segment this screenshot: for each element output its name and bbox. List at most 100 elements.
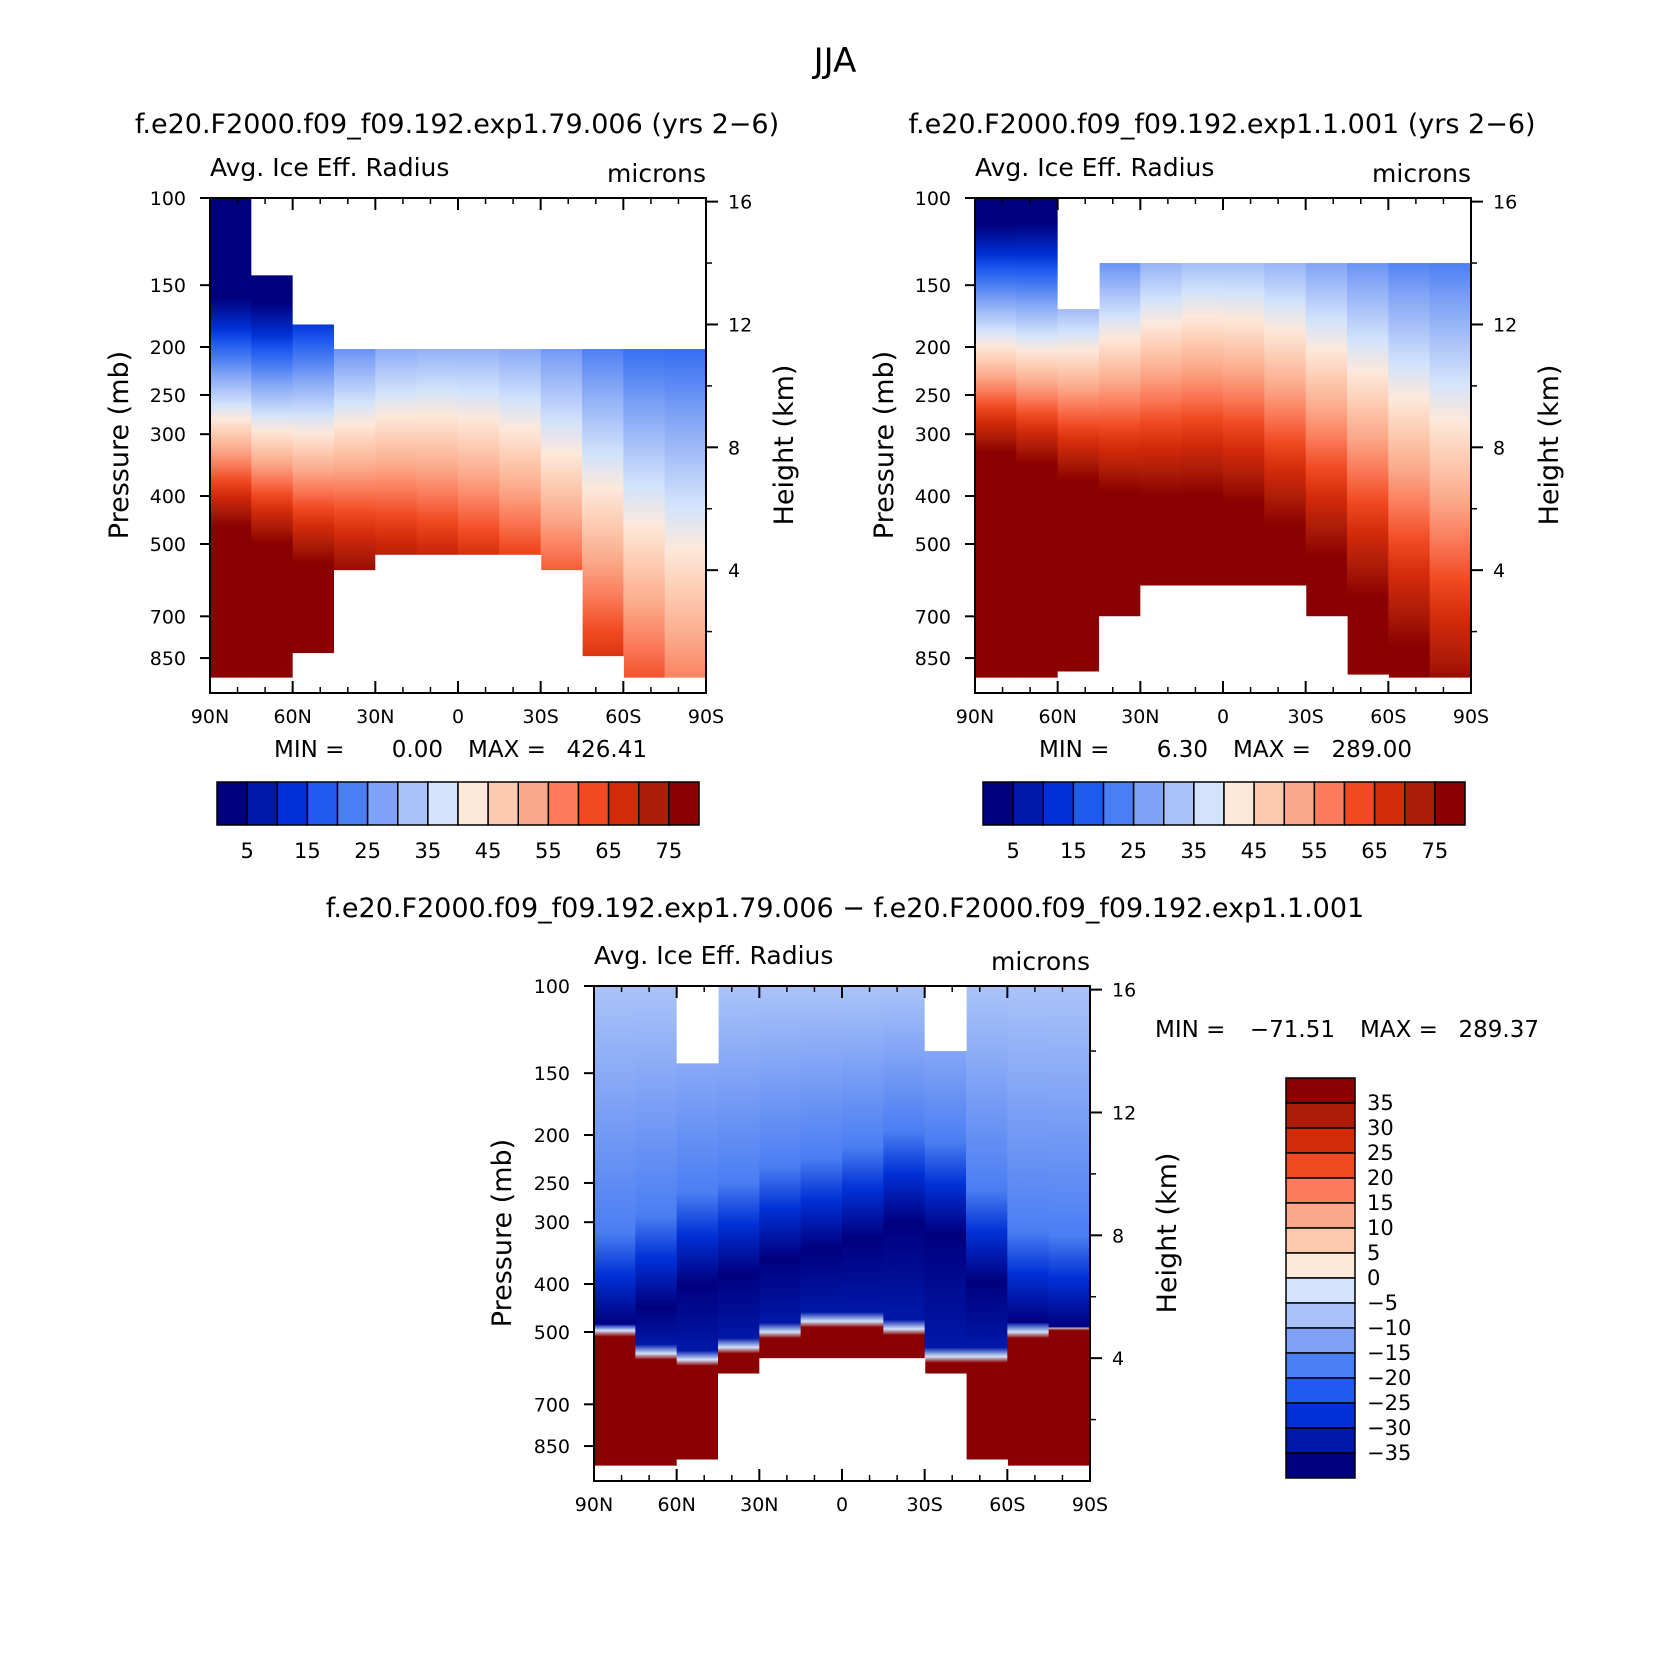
missing-data-bottom (1140, 585, 1183, 693)
missing-data-bottom (1264, 585, 1307, 693)
y-tick-label: 500 (150, 534, 186, 556)
y2-tick-label: 4 (728, 560, 740, 582)
x-tick-label: 90N (956, 706, 994, 728)
colorbar-box (1285, 1102, 1356, 1129)
missing-data-bottom (676, 1459, 719, 1481)
colorbar-box (397, 781, 429, 826)
colorbar-box (607, 781, 640, 826)
missing-data-bottom (1048, 1465, 1090, 1481)
missing-data-bottom (1016, 677, 1059, 693)
panel-1-plot-title: Avg. Ice Eff. Radius (210, 153, 449, 182)
panel-3-y2label: Height (km) (1152, 1153, 1183, 1314)
colorbar-label: −30 (1367, 1416, 1411, 1440)
colorbar-box (1132, 781, 1165, 826)
missing-data-bottom (594, 1465, 636, 1481)
colorbar-box (982, 781, 1014, 826)
colorbar-label: −15 (1367, 1341, 1411, 1365)
colorbar-label: 35 (415, 839, 442, 863)
colorbar-box (1434, 781, 1466, 826)
panel-3-max-label: MAX = (1360, 1017, 1438, 1043)
x-tick-label: 60S (1370, 706, 1406, 728)
colorbar-box (1285, 1302, 1356, 1329)
x-tick-label: 0 (452, 706, 464, 728)
field-strip (1305, 198, 1348, 693)
colorbar-box (1285, 1377, 1356, 1404)
colorbar-label: −25 (1367, 1391, 1411, 1415)
missing-data-bottom (1305, 616, 1348, 693)
panel-1-max-value: 426.41 (567, 737, 647, 763)
y-tick-label: 200 (150, 337, 186, 359)
missing-data-bottom (842, 1358, 884, 1481)
missing-data-bottom (975, 677, 1017, 693)
panel-3-case-title: f.e20.F2000.f09_f09.192.exp1.79.006 − f.… (326, 893, 1364, 924)
missing-data-top (1347, 198, 1389, 264)
colorbar-box (1072, 781, 1105, 826)
colorbar-label: −35 (1367, 1441, 1411, 1465)
colorbar-label: −5 (1367, 1291, 1398, 1315)
missing-data-bottom (1388, 677, 1431, 693)
colorbar-label: 75 (656, 839, 683, 863)
missing-data-bottom (540, 570, 583, 693)
colorbar-box (577, 781, 610, 826)
y2-tick-label: 4 (1112, 1348, 1124, 1370)
y-tick-label: 300 (915, 424, 951, 446)
field-strip (1007, 986, 1050, 1481)
missing-data-top (1223, 198, 1265, 264)
y-tick-label: 150 (534, 1063, 570, 1085)
colorbar-box (276, 781, 309, 826)
colorbar-box (1285, 1277, 1356, 1304)
y-tick-label: 700 (534, 1394, 570, 1416)
colorbar-box (1042, 781, 1075, 826)
missing-data-top (924, 986, 967, 1052)
field-strip (1347, 198, 1389, 693)
x-tick-label: 30S (907, 1494, 943, 1516)
colorbar-label: 5 (240, 839, 253, 863)
panel-2: f.e20.F2000.f09_f09.192.exp1.1.001 (yrs … (869, 109, 1565, 863)
colorbar-label: 65 (595, 839, 622, 863)
colorbar-box (306, 781, 339, 826)
missing-data-top (375, 198, 418, 350)
missing-data-top (292, 198, 335, 325)
colorbar-label: 65 (1361, 839, 1388, 863)
missing-data-bottom (375, 554, 418, 693)
missing-data-top (1305, 198, 1348, 264)
colorbar-label: −10 (1367, 1316, 1411, 1340)
field-strip (966, 986, 1008, 1481)
colorbar-box (336, 781, 369, 826)
colorbar-box (1285, 1177, 1356, 1204)
y2-tick-label: 16 (1493, 192, 1517, 214)
colorbar-label: 15 (294, 839, 321, 863)
missing-data-bottom (664, 677, 706, 693)
colorbar-box (216, 781, 248, 826)
y-tick-label: 400 (150, 486, 186, 508)
panel-3-plot-title: Avg. Ice Eff. Radius (594, 941, 833, 970)
colorbar-box (1012, 781, 1044, 826)
panel-2-y2label: Height (km) (1534, 365, 1565, 526)
colorbar-box (517, 781, 550, 826)
colorbar-label: 20 (1367, 1166, 1394, 1190)
y-tick-label: 400 (534, 1274, 570, 1296)
colorbar-box (1283, 781, 1316, 826)
missing-data-bottom (718, 1373, 760, 1481)
x-tick-label: 60S (605, 706, 641, 728)
y-tick-label: 200 (534, 1125, 570, 1147)
missing-data-top (623, 198, 666, 350)
missing-data-bottom (1181, 585, 1224, 693)
colorbar-label: 25 (354, 839, 381, 863)
x-tick-label: 30S (1288, 706, 1324, 728)
panel-2-plot-title: Avg. Ice Eff. Radius (975, 153, 1214, 182)
panel-3-min-value: −71.51 (1250, 1017, 1335, 1043)
missing-data-bottom (292, 653, 335, 693)
x-tick-label: 60N (1038, 706, 1076, 728)
y-tick-label: 250 (915, 385, 951, 407)
field-strip (1099, 198, 1141, 693)
panel-2-max-value: 289.00 (1332, 737, 1412, 763)
field-strip (676, 986, 719, 1481)
panel-3-contour-field (594, 986, 1090, 1481)
missing-data-top (664, 198, 706, 350)
missing-data-bottom (623, 677, 666, 693)
field-strip (1048, 986, 1090, 1481)
colorbar-label: 0 (1367, 1266, 1380, 1290)
colorbar-box (427, 781, 459, 826)
field-strip (1016, 198, 1059, 693)
